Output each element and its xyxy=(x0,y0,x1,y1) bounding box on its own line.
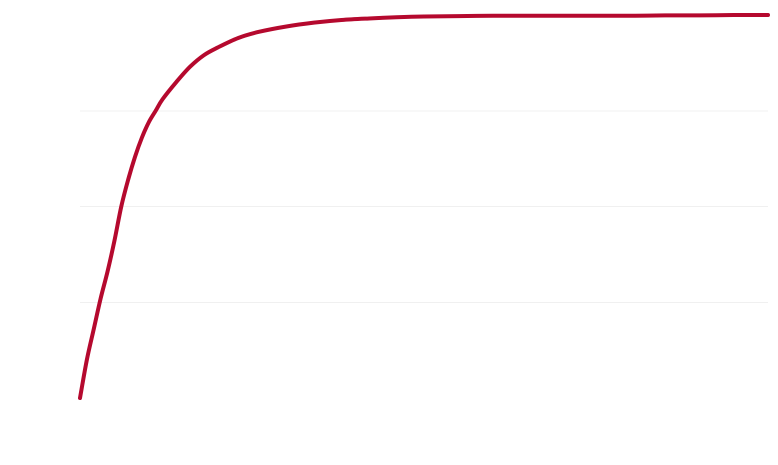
series-line-0 xyxy=(78,12,770,400)
gridlines xyxy=(80,110,768,303)
series-layer xyxy=(78,12,770,400)
